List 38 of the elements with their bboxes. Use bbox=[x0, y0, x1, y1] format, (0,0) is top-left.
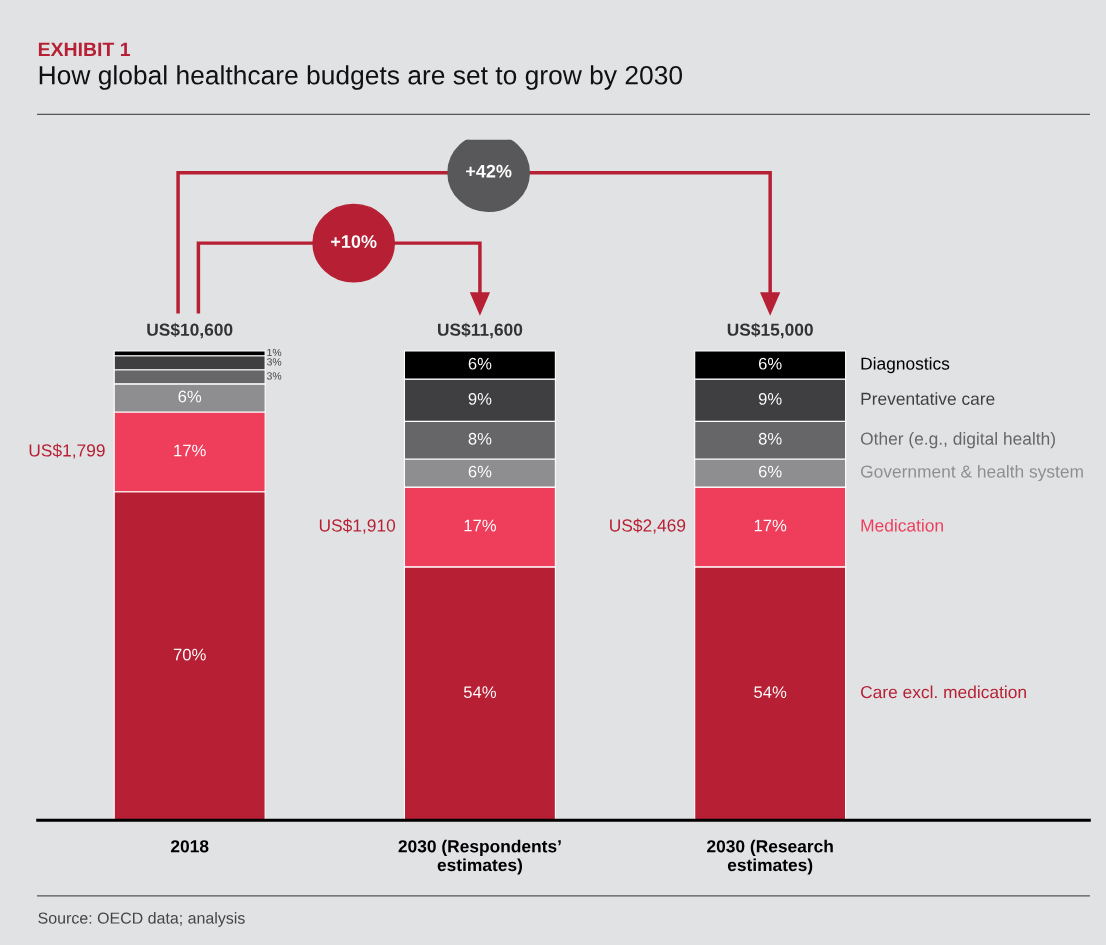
data-label: 6% bbox=[468, 357, 492, 370]
data-label: 8% bbox=[758, 432, 782, 445]
data-label: 6% bbox=[758, 465, 782, 478]
series-label: Care excl. medication bbox=[861, 685, 1026, 699]
x-tick-label: 2030 (Research estimates) bbox=[707, 839, 833, 875]
total-label: US$15,000 bbox=[727, 322, 813, 339]
annotation: US$1,799 bbox=[29, 443, 105, 459]
series-label: Preventative care bbox=[861, 392, 995, 405]
data-label: 3% bbox=[267, 372, 282, 380]
data-label: 9% bbox=[758, 392, 782, 405]
text: +42% bbox=[466, 164, 512, 178]
data-label: 17% bbox=[754, 519, 787, 532]
total-label: US$11,600 bbox=[438, 322, 523, 339]
data-label: 6% bbox=[758, 357, 782, 370]
annotation: US$2,469 bbox=[610, 518, 686, 534]
data-label: 54% bbox=[463, 686, 497, 699]
source-note: Source: OECD data; analysis bbox=[38, 912, 245, 927]
chart-subtitle: How global healthcare budgets are set to grow by 2030 bbox=[39, 65, 683, 90]
data-label: 9% bbox=[468, 392, 492, 405]
x-tick-label: 2018 bbox=[170, 840, 209, 853]
x-tick-label: 2030 (Respondents’ estimates) bbox=[398, 839, 561, 875]
data-label: 6% bbox=[468, 465, 492, 478]
series-label: Diagnostics bbox=[861, 357, 950, 374]
data-label: 8% bbox=[468, 432, 492, 445]
data-label: 70% bbox=[173, 648, 206, 661]
data-label: 1% bbox=[267, 348, 282, 357]
data-label: 3% bbox=[267, 358, 282, 366]
text: +10% bbox=[331, 235, 377, 248]
data-label: 17% bbox=[174, 444, 206, 457]
annotation: US$1,910 bbox=[319, 518, 396, 534]
data-label: 6% bbox=[178, 390, 202, 403]
series-label: Government & health system bbox=[861, 464, 1083, 482]
data-label: 17% bbox=[464, 519, 497, 532]
chart-title: EXHIBIT 1 bbox=[38, 42, 130, 57]
total-label: US$10,600 bbox=[147, 322, 233, 339]
data-label: 54% bbox=[754, 686, 787, 699]
series-label: Medication bbox=[861, 518, 943, 532]
series-label: Other (e.g., digital health) bbox=[860, 432, 1055, 449]
